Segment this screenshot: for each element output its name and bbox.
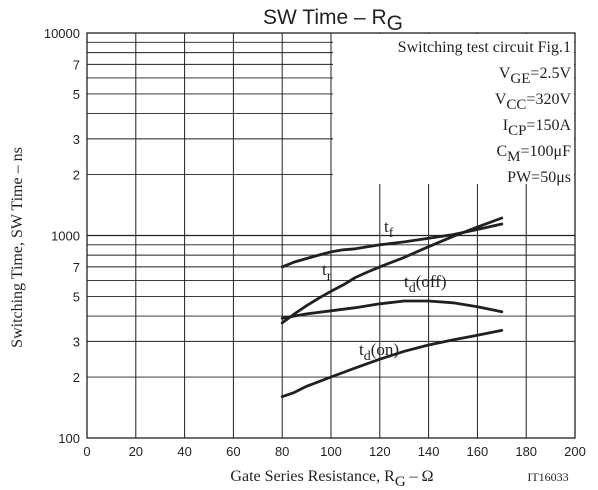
series-label-td-on: td(on) xyxy=(359,340,399,364)
curves xyxy=(280,216,504,399)
plot-frame xyxy=(86,32,576,439)
y-tick-label: 7 xyxy=(73,57,80,72)
y-tick-label: 2 xyxy=(73,370,80,385)
condition-line: PW=50μs xyxy=(507,169,571,186)
y-tick-label: 2 xyxy=(73,168,80,183)
y-axis-label: Switching Time, SW Time – ns xyxy=(9,147,26,348)
chart-title: SW Time – RG xyxy=(263,6,403,35)
series-label-td-off: td(off) xyxy=(404,272,447,296)
x-tick-label: 40 xyxy=(177,444,191,459)
condition-line: VCC=320V xyxy=(495,91,572,113)
x-tick-label: 100 xyxy=(320,444,342,459)
condition-line: ICP=150A xyxy=(503,117,572,139)
y-tick-label: 100 xyxy=(58,431,80,446)
condition-line: Switching test circuit Fig.1 xyxy=(398,39,571,56)
x-tick-label: 160 xyxy=(467,444,489,459)
x-tick-label: 80 xyxy=(275,444,289,459)
series-label-tf: tf xyxy=(384,217,394,241)
x-tick-label: 120 xyxy=(369,444,391,459)
figure-code: IT16033 xyxy=(527,470,568,484)
x-tick-label: 60 xyxy=(226,444,240,459)
series-line-tf xyxy=(280,222,504,269)
condition-line: CM=100μF xyxy=(496,143,571,165)
y-tick-label: 10000 xyxy=(44,26,80,41)
series-line-tr xyxy=(280,216,504,325)
x-tick-labels: 0 20 40 60 80 100 120 140 160 180 200 xyxy=(83,444,585,459)
x-tick-label: 140 xyxy=(418,444,440,459)
x-tick-label: 200 xyxy=(564,444,586,459)
series-label-tr: tr xyxy=(322,260,332,284)
y-tick-labels: 100 2 3 5 7 1000 2 3 5 7 10000 xyxy=(44,26,80,446)
x-tick-label: 0 xyxy=(83,444,90,459)
y-tick-label: 7 xyxy=(73,260,80,275)
test-conditions: Switching test circuit Fig.1 VGE=2.5V VCC=… xyxy=(398,39,572,186)
conditions-box xyxy=(333,34,574,184)
series-line-td-off xyxy=(280,299,504,320)
y-tick-label: 1000 xyxy=(51,229,80,244)
y-tick-label: 5 xyxy=(73,289,80,304)
x-tick-label: 180 xyxy=(515,444,537,459)
series-labels: tf tr td(off) td(on) xyxy=(322,217,447,364)
x-tick-label: 20 xyxy=(129,444,143,459)
condition-line: VGE=2.5V xyxy=(499,65,572,87)
y-tick-label: 5 xyxy=(73,87,80,102)
x-axis-label: Gate Series Resistance, RG – Ω xyxy=(230,468,433,490)
series-line-td-on xyxy=(280,329,504,399)
y-tick-label: 3 xyxy=(73,132,80,147)
y-tick-label: 3 xyxy=(73,334,80,349)
